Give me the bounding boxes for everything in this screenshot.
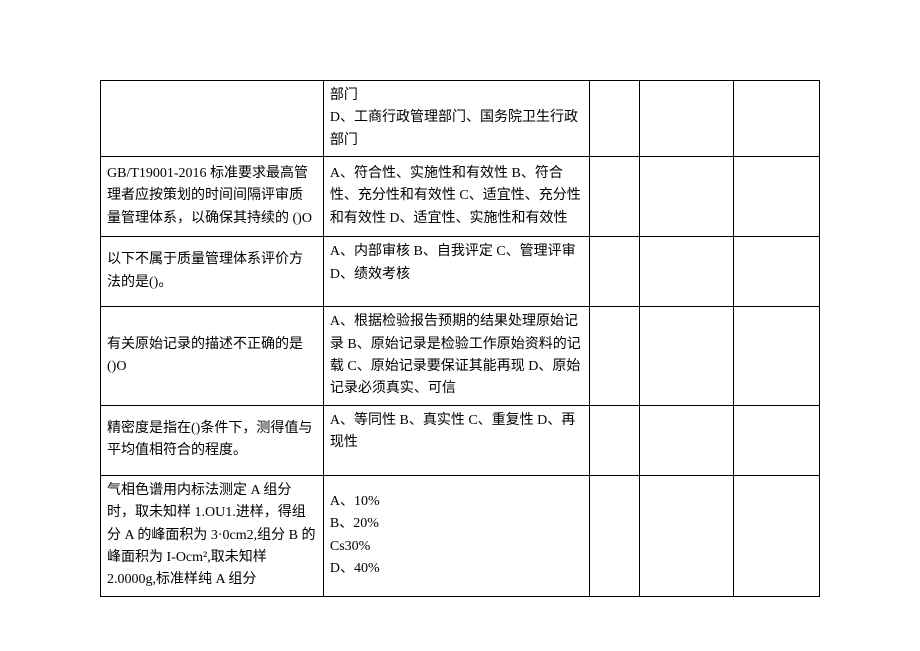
table-row: 气相色谱用内标法测定 A 组分时，取未知样 1.OU1.进样，得组分 A 的峰面… — [101, 475, 820, 596]
cell-c4 — [640, 405, 733, 475]
cell-c3 — [589, 405, 639, 475]
options-cell: 部门 D、工商行政管理部门、国务院卫生行政部门 — [323, 81, 589, 157]
question-cell: GB/T19001-2016 标准要求最高管理者应按策划的时间间隔评审质量管理体… — [101, 157, 324, 237]
options-cell: A、符合性、实施性和有效性 B、符合性、充分性和有效性 C、适宜性、充分性和有效… — [323, 157, 589, 237]
question-cell: 气相色谱用内标法测定 A 组分时，取未知样 1.OU1.进样，得组分 A 的峰面… — [101, 475, 324, 596]
cell-c3 — [589, 157, 639, 237]
cell-c4 — [640, 475, 733, 596]
table-row: 以下不属于质量管理体系评价方法的是()。 A、内部审核 B、自我评定 C、管理评… — [101, 237, 820, 307]
options-cell: A、10% B、20% Cs30% D、40% — [323, 475, 589, 596]
question-cell: 精密度是指在()条件下，测得值与平均值相符合的程度。 — [101, 405, 324, 475]
cell-c5 — [733, 475, 819, 596]
options-cell: A、等同性 B、真实性 C、重复性 D、再现性 — [323, 405, 589, 475]
question-table: 部门 D、工商行政管理部门、国务院卫生行政部门 GB/T19001-2016 标… — [100, 80, 820, 597]
question-cell: 有关原始记录的描述不正确的是()O — [101, 307, 324, 406]
table-row: 精密度是指在()条件下，测得值与平均值相符合的程度。 A、等同性 B、真实性 C… — [101, 405, 820, 475]
options-cell: A、根据检验报告预期的结果处理原始记录 B、原始记录是检验工作原始资料的记载 C… — [323, 307, 589, 406]
cell-c4 — [640, 237, 733, 307]
cell-c3 — [589, 475, 639, 596]
cell-c5 — [733, 307, 819, 406]
table-row: 部门 D、工商行政管理部门、国务院卫生行政部门 — [101, 81, 820, 157]
cell-c5 — [733, 157, 819, 237]
cell-c4 — [640, 157, 733, 237]
cell-c4 — [640, 81, 733, 157]
question-cell — [101, 81, 324, 157]
cell-c3 — [589, 81, 639, 157]
cell-c5 — [733, 237, 819, 307]
cell-c5 — [733, 405, 819, 475]
table-row: GB/T19001-2016 标准要求最高管理者应按策划的时间间隔评审质量管理体… — [101, 157, 820, 237]
cell-c3 — [589, 307, 639, 406]
question-cell: 以下不属于质量管理体系评价方法的是()。 — [101, 237, 324, 307]
table-row: 有关原始记录的描述不正确的是()O A、根据检验报告预期的结果处理原始记录 B、… — [101, 307, 820, 406]
cell-c4 — [640, 307, 733, 406]
cell-c5 — [733, 81, 819, 157]
cell-c3 — [589, 237, 639, 307]
options-cell: A、内部审核 B、自我评定 C、管理评审 D、绩效考核 — [323, 237, 589, 307]
